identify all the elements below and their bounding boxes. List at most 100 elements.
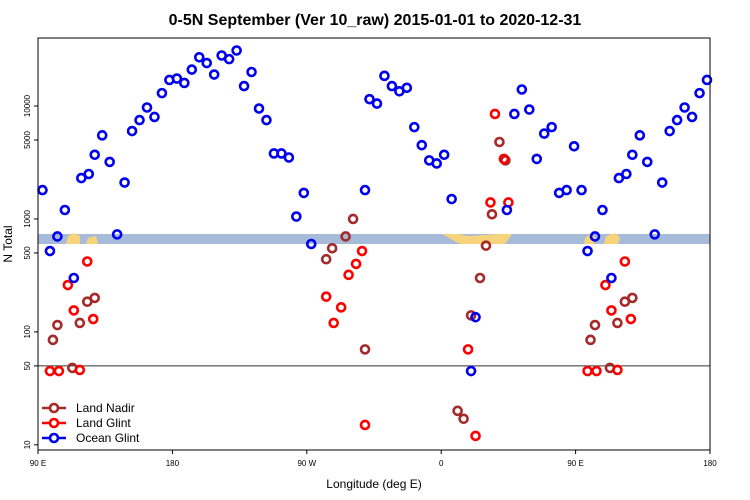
land-glint-point [619,256,631,267]
ocean-glint-point [531,153,543,165]
y-tick-label: 10000 [23,94,32,117]
ocean-glint-point [664,125,675,137]
x-axis: 90 E 180 90 W 0 90 E 180 [30,450,717,468]
ocean-glint-point [253,103,265,114]
ocean-glint-point [516,84,528,95]
land-nadir-point [612,317,623,329]
x-tick-label: 90 W [297,459,316,468]
ocean-glint-point [364,93,375,105]
ocean-glint-point [409,121,420,133]
ocean-glint-point [171,73,183,84]
ocean-glint-point [465,365,477,377]
y-tick-label: 500 [23,246,32,260]
land-glint-point [625,313,637,325]
land-nadir-point [47,334,59,346]
ocean-glint-point [359,184,371,196]
land-glint-point [498,153,510,165]
ocean-glint-point [701,74,713,86]
land-nadir-point [494,136,505,148]
ocean-glint-point [156,87,168,99]
legend-marker-land-nadir [48,402,60,414]
land-patch [66,233,80,244]
legend-label-land-glint: Land Glint [76,416,131,430]
land-nadir-point [320,253,332,265]
ocean-glint-point [291,211,302,222]
y-tick-label: 10 [23,440,32,449]
ocean-glint-point [186,64,198,75]
x-tick-label: 90 E [567,459,583,468]
ocean-glint-point [68,272,80,284]
ocean-glint-point [641,156,653,168]
x-axis-label: Longitude (deg E) [326,477,421,491]
land-patch [86,236,98,244]
data-points [37,45,713,442]
land-glint-point [612,364,623,376]
land-glint-point [359,419,371,431]
x-tick-label: 180 [166,459,180,468]
ocean-glint-point [223,53,235,65]
ocean-glint-point [446,193,457,205]
land-nadir-point [585,334,596,346]
ocean-glint-point [283,152,295,163]
legend-marker-ocean-glint [48,432,60,444]
ocean-glint-point [649,229,661,240]
ocean-glint-point [96,130,108,141]
ocean-glint-point [501,204,513,216]
ocean-glint-point [470,311,481,323]
ocean-glint-point [438,149,450,161]
chart-title: 0-5N September (Ver 10_raw) 2015-01-01 t… [169,12,582,29]
ocean-glint-point [208,69,220,80]
land-glint-point [462,344,474,355]
y-tick-label: 50 [23,361,32,370]
y-tick-label: 1000 [23,209,32,227]
ocean-glint-point [231,45,242,56]
x-tick-label: 0 [439,459,444,468]
land-glint-point [328,317,339,329]
land-nadir-point [480,240,492,251]
ocean-glint-point [401,82,413,94]
ocean-glint-point [276,148,287,159]
land-nadir-point [627,292,638,304]
ocean-glint-point [261,114,272,126]
ocean-glint-point [613,172,625,184]
land-nadir-point [89,292,101,304]
ocean-glint-point [238,80,250,92]
ocean-glint-point [431,158,443,169]
land-glint-point [606,305,617,316]
y-tick-label: 100 [23,325,32,339]
ocean-glint-point [671,114,683,126]
land-patch [604,233,620,244]
y-tick-label: 5000 [23,131,32,149]
land-glint-point [600,279,611,291]
y-axis-label: N Total [1,225,15,262]
ocean-glint-point [59,204,71,216]
ocean-glint-point [694,87,705,99]
land-glint-point [74,364,86,376]
ocean-glint-point [83,168,95,180]
ocean-glint-point [305,238,317,250]
land-band-background [38,234,710,244]
land-nadir-point [474,272,486,284]
ocean-glint-point [104,156,115,168]
ocean-glint-point [679,102,690,113]
ocean-glint-point [538,128,550,139]
land-glint-point [335,302,347,313]
land-glint-point [350,258,362,270]
ocean-glint-point [141,102,153,113]
land-nadir-point [74,317,86,329]
land-glint-point [485,197,496,208]
y-axis: 10 50 100 500 1000 5000 10000 [23,94,38,449]
ocean-glint-point [371,98,383,109]
ocean-glint-point [606,272,617,284]
land-nadir-point [458,413,469,425]
legend-label-land-nadir: Land Nadir [76,401,135,415]
ocean-glint-point [524,104,535,115]
land-glint-point [53,365,65,377]
land-band [38,233,710,244]
land-glint-point [81,256,93,267]
land-glint-point [591,365,602,377]
land-nadir-point [589,319,601,331]
ocean-glint-point [89,149,101,161]
ocean-glint-point [509,108,520,120]
